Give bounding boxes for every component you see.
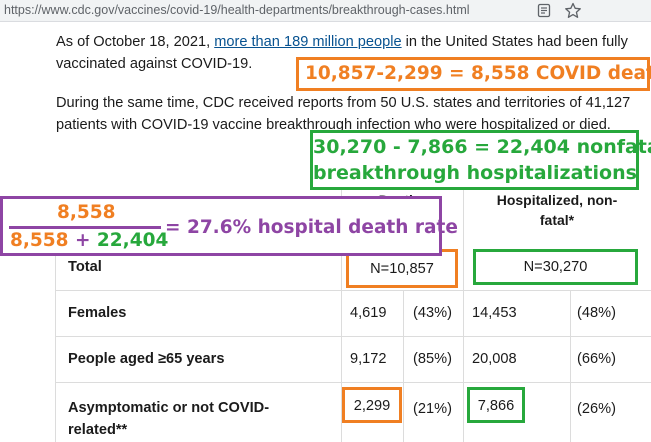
rate-denominator: 8,558 + 22,404 [10, 229, 168, 253]
row-label-aged-65: People aged ≥65 years [68, 351, 225, 367]
url-text[interactable]: https://www.cdc.gov/vaccines/covid-19/he… [4, 3, 470, 17]
hospital-death-rate-box: 8,558 8,558 + 22,404 = 27.6% hospital de… [0, 196, 458, 256]
asymptomatic-hosp-pct: (26%) [577, 401, 616, 417]
table-col-divider-1 [341, 186, 342, 442]
asymptomatic-label-line2: related** [68, 422, 128, 438]
nonfatal-hosp-calc-box: 30,270 - 7,866 = 22,404 nonfatal breakth… [310, 130, 651, 190]
females-deaths-pct: (43%) [413, 305, 452, 321]
p1-text-start: As of October 18, 2021, [56, 34, 215, 50]
row-label-females: Females [68, 305, 127, 321]
hosp-calc-line2: breakthrough hospitalizations [313, 162, 637, 184]
females-hosp: 14,453 [472, 305, 517, 321]
paragraph-breakthrough-reports: During the same time, CDC received repor… [56, 95, 631, 133]
rate-result: = 27.6% hospital death rate [165, 217, 458, 238]
asymptomatic-hosp-highlight-box: 7,866 [467, 387, 525, 423]
header-hospitalized-line2: fatal* [539, 212, 575, 228]
females-deaths: 4,619 [350, 305, 387, 321]
table-row-divider-2 [55, 336, 651, 337]
fraction-bar [9, 226, 161, 229]
row-label-asymptomatic: Asymptomatic or not COVID- related** [68, 397, 269, 441]
aged65-hosp: 20,008 [472, 351, 517, 367]
rate-den-hosp: 22,404 [96, 230, 169, 251]
aged65-hosp-pct: (66%) [577, 351, 616, 367]
asymptomatic-label-line1: Asymptomatic or not COVID- [68, 400, 270, 416]
more-than-189-million-link[interactable]: more than 189 million people [214, 34, 402, 50]
header-hospitalized: Hospitalized, non- fatal* [463, 190, 651, 230]
total-deaths-value: N=10,857 [370, 261, 434, 277]
rate-den-deaths: 8,558 [10, 230, 69, 251]
hosp-calc-line1: 30,270 - 7,866 = 22,404 nonfatal [313, 136, 651, 158]
row-label-total: Total [68, 259, 102, 275]
bookmark-star-icon[interactable] [564, 2, 582, 19]
asymptomatic-deaths-highlight-box: 2,299 [342, 387, 402, 423]
table-col-divider-3 [463, 186, 464, 442]
rate-numerator: 8,558 [57, 202, 116, 223]
aged65-deaths: 9,172 [350, 351, 387, 367]
reader-view-icon[interactable] [537, 3, 551, 18]
asymptomatic-deaths-pct: (21%) [413, 401, 452, 417]
asymptomatic-hosp: 7,866 [477, 398, 515, 414]
browser-address-bar[interactable]: https://www.cdc.gov/vaccines/covid-19/he… [0, 0, 651, 22]
total-hosp-value: N=30,270 [523, 259, 588, 275]
asymptomatic-deaths: 2,299 [353, 398, 391, 414]
females-hosp-pct: (48%) [577, 305, 616, 321]
table-row-divider-1 [55, 290, 651, 291]
paragraph-vaccinated: As of October 18, 2021, more than 189 mi… [56, 31, 651, 75]
table-left-border [55, 250, 56, 442]
table-col-divider-4 [570, 290, 571, 442]
total-hosp-highlight-box: N=30,270 [473, 249, 638, 285]
covid-deaths-calc-box: 10,857-2,299 = 8,558 COVID deaths [296, 57, 651, 91]
header-hospitalized-line1: Hospitalized, non- [496, 192, 618, 208]
p1-text-end: in the United States had been fully vacc… [56, 34, 628, 72]
table-row-divider-3 [55, 382, 651, 383]
aged65-deaths-pct: (85%) [413, 351, 452, 367]
rate-den-plus: + [68, 230, 97, 251]
table-col-divider-2 [403, 290, 404, 442]
